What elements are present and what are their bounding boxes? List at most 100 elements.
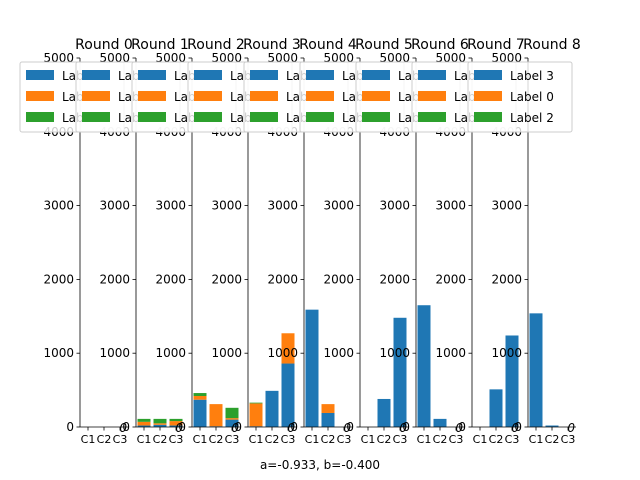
y-tick-label: 0: [290, 420, 298, 434]
legend-swatch: [362, 70, 390, 80]
panel-title: Round 8: [523, 37, 581, 53]
corner-zero-label: 0: [455, 421, 463, 435]
bar-1-C3-label-3: [169, 425, 183, 427]
y-tick-label: 1000: [155, 346, 186, 360]
bar-1-C2-label-0: [153, 423, 167, 425]
legend-swatch: [474, 112, 502, 122]
panel-title: Round 2: [187, 37, 245, 53]
legend-swatch: [26, 70, 54, 80]
bar-2-C1-label-2: [193, 393, 207, 396]
legend-swatch: [306, 112, 334, 122]
legend-swatch: [82, 91, 110, 101]
x-tick-label: C3: [113, 433, 128, 446]
legend-label: Label 2: [510, 111, 554, 125]
x-tick-label: C1: [81, 433, 96, 446]
legend-8: Label 3 Label 0 Label 2: [467, 61, 573, 133]
bar-3-C3-label-0: [281, 333, 295, 364]
legend-swatch: [474, 91, 502, 101]
panel-title: Round 7: [467, 37, 525, 53]
bar-4-C2-label-0: [321, 404, 335, 413]
legend-label: Label 3: [510, 69, 554, 83]
panel-title: Round 4: [299, 37, 357, 53]
x-tick-label: C1: [193, 433, 208, 446]
bar-3-C1-label-2: [249, 402, 263, 404]
bar-2-C1-label-3: [193, 399, 207, 427]
x-tick-label: C1: [361, 433, 376, 446]
y-tick-label: 2000: [435, 272, 466, 286]
bar-2-C3-label-2: [225, 407, 239, 419]
y-tick-label: 2000: [267, 272, 298, 286]
x-tick-label: C1: [305, 433, 320, 446]
x-tick-label: C3: [393, 433, 408, 446]
x-tick-label: C2: [377, 433, 392, 446]
y-tick-label: 3000: [267, 199, 298, 213]
bar-4-C1-label-3: [305, 309, 319, 427]
y-tick-label: 1000: [379, 346, 410, 360]
legend-swatch: [418, 70, 446, 80]
legend-swatch: [194, 70, 222, 80]
y-tick-label: 2000: [491, 272, 522, 286]
legend-swatch: [362, 91, 390, 101]
legend-swatch: [474, 70, 502, 80]
chart-panels: C1C2C3010002000300040005000Round 00C1C2C…: [43, 37, 580, 446]
bar-3-C3-label-3: [281, 363, 295, 427]
legend-swatch: [306, 70, 334, 80]
y-tick-label: 2000: [211, 272, 242, 286]
bar-8-C1-label-3: [529, 313, 543, 427]
panel-title: Round 3: [243, 37, 301, 53]
y-tick-label: 0: [66, 420, 74, 434]
corner-zero-label: 0: [511, 421, 519, 435]
x-tick-label: C2: [321, 433, 336, 446]
panel-7: C1C2C3010002000300040005000Round 70: [435, 37, 524, 446]
x-axis-label: a=-0.933, b=-0.400: [260, 458, 380, 472]
bar-2-C3-label-3: [225, 419, 239, 427]
bar-2-C3-label-0: [225, 418, 239, 420]
y-tick-label: 3000: [43, 199, 74, 213]
legend-swatch: [306, 91, 334, 101]
bar-7-C3-label-3: [505, 335, 519, 427]
panel-5: C1C2C3010002000300040005000Round 50: [323, 37, 412, 446]
bar-8-C2-label-3: [545, 425, 559, 427]
y-tick-label: 0: [122, 420, 130, 434]
legend-swatch: [250, 112, 278, 122]
y-tick-label: 3000: [379, 199, 410, 213]
y-tick-label: 1000: [435, 346, 466, 360]
y-tick-label: 2000: [323, 272, 354, 286]
y-tick-label: 2000: [155, 272, 186, 286]
corner-zero-label: 0: [175, 421, 183, 435]
legend-swatch: [82, 70, 110, 80]
bar-2-C2-label-0: [209, 404, 223, 427]
bar-4-C2-label-3: [321, 412, 335, 427]
y-tick-label: 2000: [99, 272, 130, 286]
corner-zero-label: 0: [343, 421, 351, 435]
y-tick-label: 0: [178, 420, 186, 434]
legend-swatch: [82, 112, 110, 122]
bar-2-C1-label-0: [193, 396, 207, 400]
legend-swatch: [138, 91, 166, 101]
panel-title: Round 0: [75, 37, 133, 53]
bar-1-C2-label-2: [153, 418, 167, 424]
legend-swatch: [138, 112, 166, 122]
bar-1-C1-label-3: [137, 425, 151, 427]
bar-1-C3-label-2: [169, 418, 183, 422]
bar-5-C3-label-3: [393, 317, 407, 427]
x-tick-label: C3: [225, 433, 240, 446]
corner-zero-label: 0: [231, 421, 239, 435]
bar-1-C1-label-2: [137, 418, 151, 422]
corner-zero-label: 0: [567, 421, 575, 435]
x-tick-label: C3: [505, 433, 520, 446]
x-tick-label: C3: [337, 433, 352, 446]
bar-6-C2-label-3: [433, 418, 447, 427]
bar-1-C3-label-0: [169, 421, 183, 426]
y-tick-label: 1000: [43, 346, 74, 360]
x-tick-label: C2: [545, 433, 560, 446]
corner-zero-label: 0: [399, 421, 407, 435]
legend-swatch: [418, 112, 446, 122]
y-tick-label: 0: [234, 420, 242, 434]
legend-swatch: [138, 70, 166, 80]
bar-7-C2-label-3: [489, 389, 503, 427]
x-tick-label: C1: [249, 433, 264, 446]
panel-2: C1C2C3010002000300040005000Round 20: [155, 37, 244, 446]
bar-1-C1-label-0: [137, 421, 151, 426]
y-tick-label: 1000: [267, 346, 298, 360]
